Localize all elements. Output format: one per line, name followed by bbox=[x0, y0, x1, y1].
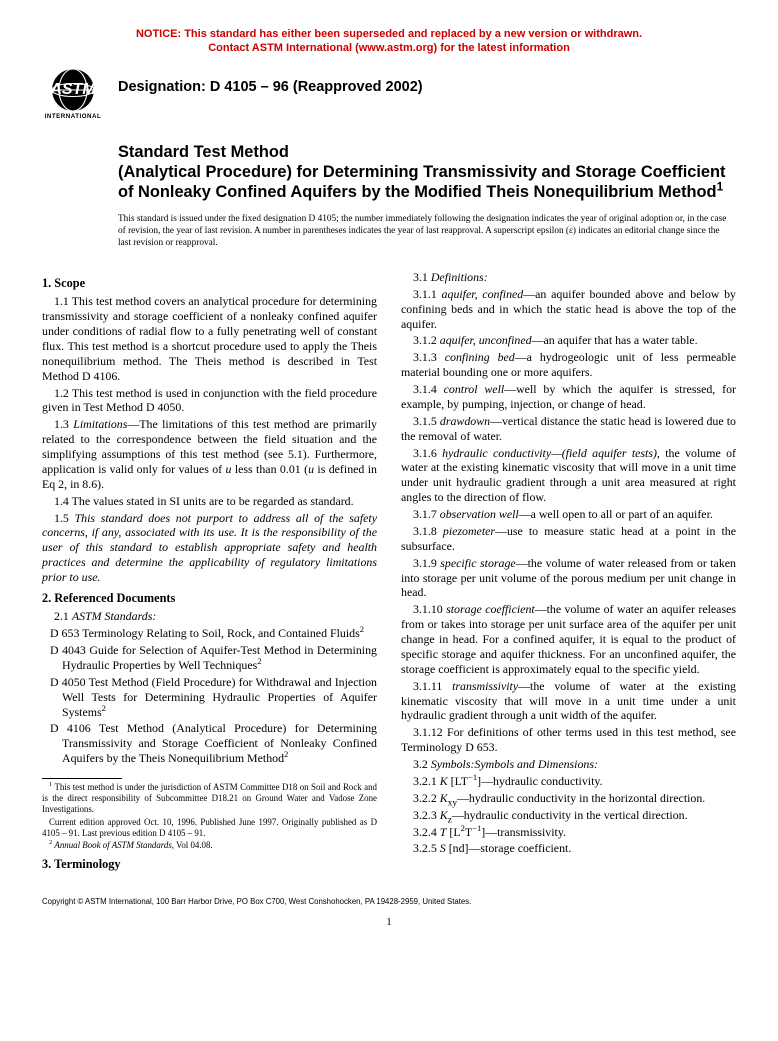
ref-d4050: D 4050 Test Method (Field Procedure) for… bbox=[42, 675, 377, 720]
title-line1: Standard Test Method bbox=[118, 143, 289, 161]
ref-d4043: D 4043 Guide for Selection of Aquifer-Te… bbox=[42, 643, 377, 673]
svg-text:ASTM: ASTM bbox=[49, 81, 96, 98]
def-3-1-6: 3.1.6 hydraulic conductivity—(field aqui… bbox=[401, 446, 736, 506]
section-1-head: 1. Scope bbox=[42, 276, 377, 291]
copyright: Copyright © ASTM International, 100 Barr… bbox=[42, 897, 736, 907]
sym-3-2-1: 3.2.1 K [LT−1]—hydraulic conductivity. bbox=[401, 774, 736, 789]
footnote-1: 1 This test method is under the jurisdic… bbox=[42, 782, 377, 815]
sym-3-2-3: 3.2.3 Kz—hydraulic conductivity in the v… bbox=[401, 808, 736, 823]
footnote-1b: Current edition approved Oct. 10, 1996. … bbox=[42, 817, 377, 839]
astm-logo-label: INTERNATIONAL bbox=[45, 113, 102, 121]
footnote-2: 2 Annual Book of ASTM Standards, Vol 04.… bbox=[42, 840, 377, 851]
def-3-1-3: 3.1.3 confining bed—a hydrogeologic unit… bbox=[401, 350, 736, 380]
def-3-1-2: 3.1.2 aquifer, unconfined—an aquifer tha… bbox=[401, 333, 736, 348]
def-3-1-8: 3.1.8 piezometer—use to measure static h… bbox=[401, 524, 736, 554]
title-line2: (Analytical Procedure) for Determining T… bbox=[118, 163, 726, 201]
ref-d653: D 653 Terminology Relating to Soil, Rock… bbox=[42, 626, 377, 641]
section-3-head: 3. Terminology bbox=[42, 857, 377, 872]
body-columns: 1. Scope 1.1 This test method covers an … bbox=[42, 270, 736, 873]
def-3-1-4: 3.1.4 control well—well by which the aqu… bbox=[401, 382, 736, 412]
para-2-1: 2.1 ASTM Standards: bbox=[42, 609, 377, 624]
designation: Designation: D 4105 – 96 (Reapproved 200… bbox=[118, 68, 423, 96]
header: ASTM INTERNATIONAL Designation: D 4105 –… bbox=[42, 68, 736, 121]
title-footnote-ref: 1 bbox=[717, 180, 724, 194]
para-1-3: 1.3 Limitations—The limitations of this … bbox=[42, 417, 377, 491]
def-3-1-5: 3.1.5 drawdown—vertical distance the sta… bbox=[401, 414, 736, 444]
def-3-1-9: 3.1.9 specific storage—the volume of wat… bbox=[401, 556, 736, 601]
sym-3-2-2: 3.2.2 Kxy—hydraulic conductivity in the … bbox=[401, 791, 736, 806]
supersession-notice: NOTICE: This standard has either been su… bbox=[42, 28, 736, 56]
para-1-2: 1.2 This test method is used in conjunct… bbox=[42, 386, 377, 416]
sym-3-2-4: 3.2.4 T [L2T−1]—transmissivity. bbox=[401, 825, 736, 840]
para-1-4: 1.4 The values stated in SI units are to… bbox=[42, 494, 377, 509]
notice-line1: NOTICE: This standard has either been su… bbox=[136, 28, 642, 40]
sym-3-2-5: 3.2.5 S [nd]—storage coefficient. bbox=[401, 841, 736, 856]
para-3-1: 3.1 Definitions: bbox=[401, 270, 736, 285]
para-3-2: 3.2 Symbols:Symbols and Dimensions: bbox=[401, 757, 736, 772]
section-2-head: 2. Referenced Documents bbox=[42, 591, 377, 606]
astm-logo: ASTM INTERNATIONAL bbox=[42, 68, 104, 121]
footnote-rule bbox=[42, 778, 122, 779]
title-block: Standard Test Method (Analytical Procedu… bbox=[118, 142, 736, 202]
footnotes-block: 1 This test method is under the jurisdic… bbox=[42, 778, 377, 851]
para-1-1: 1.1 This test method covers an analytica… bbox=[42, 294, 377, 383]
def-3-1-10: 3.1.10 storage coefficient—the volume of… bbox=[401, 602, 736, 676]
page-number: 1 bbox=[42, 916, 736, 930]
issuance-note: This standard is issued under the fixed … bbox=[118, 214, 736, 250]
notice-line2: Contact ASTM International (www.astm.org… bbox=[208, 42, 570, 54]
ref-d4106: D 4106 Test Method (Analytical Procedure… bbox=[42, 721, 377, 766]
para-1-5: 1.5 This standard does not purport to ad… bbox=[42, 511, 377, 585]
def-3-1-7: 3.1.7 observation well—a well open to al… bbox=[401, 507, 736, 522]
def-3-1-1: 3.1.1 aquifer, confined—an aquifer bound… bbox=[401, 287, 736, 332]
def-3-1-11: 3.1.11 transmissivity—the volume of wate… bbox=[401, 679, 736, 724]
def-3-1-12: 3.1.12 For definitions of other terms us… bbox=[401, 725, 736, 755]
